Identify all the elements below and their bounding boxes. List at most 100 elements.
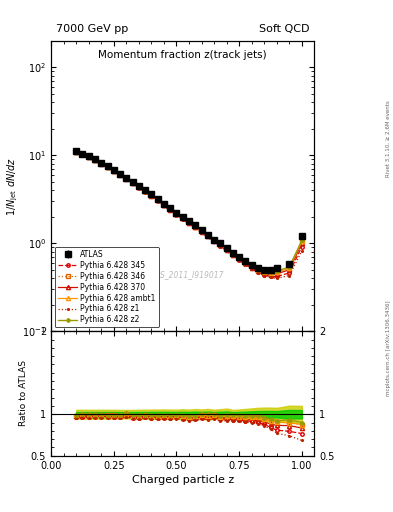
Pythia 6.428 ambt1 [105, 164, 110, 170]
Pythia 6.428 370 [80, 151, 85, 157]
Pythia 6.428 ambt1 [255, 267, 260, 273]
Pythia 6.428 370 [74, 149, 79, 155]
Pythia 6.428 370 [99, 161, 104, 167]
Pythia 6.428 z2 [206, 232, 210, 238]
Pythia 6.428 370 [174, 211, 179, 217]
Pythia 6.428 346 [180, 215, 185, 221]
Pythia 6.428 345 [249, 265, 254, 271]
Pythia 6.428 ambt1 [199, 228, 204, 234]
Pythia 6.428 345 [180, 216, 185, 222]
Pythia 6.428 346 [149, 192, 154, 198]
Pythia 6.428 ambt1 [249, 263, 254, 269]
Pythia 6.428 z2 [237, 254, 242, 261]
Pythia 6.428 z1 [86, 155, 91, 161]
Pythia 6.428 346 [168, 206, 173, 212]
Pythia 6.428 ambt1 [93, 157, 97, 163]
Pythia 6.428 z1 [155, 198, 160, 204]
Pythia 6.428 370 [93, 157, 97, 163]
Pythia 6.428 370 [124, 176, 129, 182]
Pythia 6.428 z1 [268, 274, 273, 281]
Pythia 6.428 370 [268, 271, 273, 278]
Pythia 6.428 ambt1 [274, 269, 279, 275]
Pythia 6.428 346 [262, 269, 266, 275]
Pythia 6.428 ambt1 [224, 246, 229, 252]
Pythia 6.428 346 [187, 219, 191, 225]
Pythia 6.428 z1 [143, 189, 147, 196]
Pythia 6.428 345 [193, 224, 198, 230]
Line: Pythia 6.428 346: Pythia 6.428 346 [74, 150, 304, 275]
Pythia 6.428 z1 [193, 225, 198, 231]
Pythia 6.428 z2 [249, 262, 254, 268]
Pythia 6.428 z1 [206, 234, 210, 241]
Pythia 6.428 ambt1 [218, 242, 223, 248]
Pythia 6.428 345 [86, 154, 91, 160]
Line: Pythia 6.428 ambt1: Pythia 6.428 ambt1 [74, 150, 304, 275]
Pythia 6.428 370 [155, 197, 160, 203]
Pythia 6.428 346 [124, 175, 129, 181]
Pythia 6.428 z1 [99, 162, 104, 168]
Pythia 6.428 346 [299, 239, 304, 245]
Pythia 6.428 346 [255, 267, 260, 273]
Y-axis label: $1/N_\mathrm{jet}\ dN/dz$: $1/N_\mathrm{jet}\ dN/dz$ [5, 157, 20, 216]
Legend: ATLAS, Pythia 6.428 345, Pythia 6.428 346, Pythia 6.428 370, Pythia 6.428 ambt1,: ATLAS, Pythia 6.428 345, Pythia 6.428 34… [55, 247, 158, 328]
Pythia 6.428 z1 [255, 270, 260, 276]
Pythia 6.428 z1 [274, 275, 279, 282]
Pythia 6.428 370 [105, 164, 110, 170]
Pythia 6.428 370 [299, 240, 304, 246]
Pythia 6.428 ambt1 [193, 223, 198, 229]
Pythia 6.428 z2 [105, 163, 110, 169]
Pythia 6.428 345 [262, 271, 266, 278]
Pythia 6.428 z2 [224, 246, 229, 252]
Pythia 6.428 345 [255, 269, 260, 275]
Pythia 6.428 z2 [118, 171, 122, 177]
Pythia 6.428 346 [212, 237, 217, 243]
Pythia 6.428 345 [130, 180, 135, 186]
Pythia 6.428 370 [224, 247, 229, 253]
Pythia 6.428 346 [143, 188, 147, 194]
Pythia 6.428 z1 [224, 248, 229, 254]
Pythia 6.428 345 [124, 176, 129, 182]
Pythia 6.428 z1 [287, 272, 292, 279]
Pythia 6.428 ambt1 [149, 192, 154, 198]
Pythia 6.428 ambt1 [136, 183, 141, 189]
Pythia 6.428 345 [212, 238, 217, 244]
Pythia 6.428 370 [255, 268, 260, 274]
Pythia 6.428 z1 [93, 158, 97, 164]
Pythia 6.428 ambt1 [99, 160, 104, 166]
Pythia 6.428 370 [180, 216, 185, 222]
Pythia 6.428 z2 [212, 237, 217, 243]
Pythia 6.428 ambt1 [206, 232, 210, 239]
Pythia 6.428 345 [243, 261, 248, 267]
Pythia 6.428 z2 [130, 179, 135, 185]
Pythia 6.428 z1 [218, 243, 223, 249]
Pythia 6.428 345 [149, 193, 154, 199]
Pythia 6.428 z2 [162, 201, 166, 207]
Pythia 6.428 345 [299, 243, 304, 249]
Pythia 6.428 370 [86, 154, 91, 160]
Pythia 6.428 z2 [168, 205, 173, 211]
Pythia 6.428 346 [268, 270, 273, 276]
Pythia 6.428 370 [199, 228, 204, 234]
Pythia 6.428 345 [93, 157, 97, 163]
Pythia 6.428 370 [274, 271, 279, 277]
Pythia 6.428 346 [162, 202, 166, 208]
Pythia 6.428 ambt1 [237, 255, 242, 261]
Pythia 6.428 z1 [231, 253, 235, 259]
Pythia 6.428 ambt1 [162, 201, 166, 207]
Pythia 6.428 z2 [299, 237, 304, 243]
Pythia 6.428 346 [193, 224, 198, 230]
Pythia 6.428 346 [155, 197, 160, 203]
Pythia 6.428 345 [199, 229, 204, 235]
Pythia 6.428 z2 [199, 227, 204, 233]
Pythia 6.428 370 [243, 261, 248, 267]
Pythia 6.428 346 [199, 228, 204, 234]
Pythia 6.428 z1 [124, 177, 129, 183]
Pythia 6.428 ambt1 [130, 179, 135, 185]
Pythia 6.428 370 [136, 184, 141, 190]
Pythia 6.428 z2 [187, 219, 191, 225]
Pythia 6.428 346 [80, 151, 85, 157]
Pythia 6.428 370 [249, 265, 254, 271]
Pythia 6.428 346 [118, 171, 122, 177]
Pythia 6.428 z1 [212, 239, 217, 245]
Line: Pythia 6.428 345: Pythia 6.428 345 [74, 151, 304, 278]
